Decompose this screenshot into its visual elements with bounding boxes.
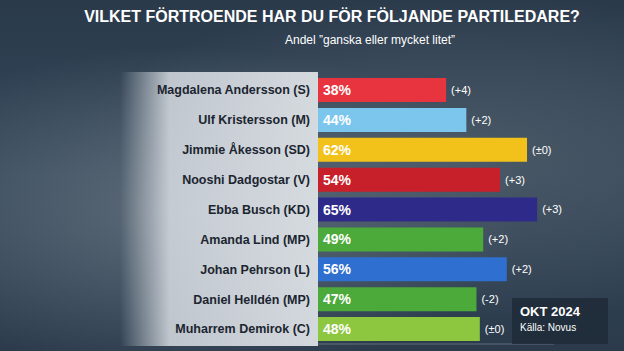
svg-text:Daniel Helldén (MP): Daniel Helldén (MP): [193, 293, 310, 307]
svg-text:Jimmie Åkesson (SD): Jimmie Åkesson (SD): [182, 142, 310, 157]
svg-text:48%: 48%: [323, 321, 352, 337]
svg-text:Johan Pehrson (L): Johan Pehrson (L): [200, 263, 310, 277]
svg-text:56%: 56%: [323, 261, 352, 277]
svg-text:(+3): (+3): [542, 203, 562, 215]
svg-text:(±0): (±0): [485, 323, 504, 335]
svg-text:Ulf Kristersson (M): Ulf Kristersson (M): [198, 113, 310, 127]
svg-text:54%: 54%: [323, 172, 352, 188]
svg-text:62%: 62%: [323, 142, 352, 158]
svg-text:44%: 44%: [323, 112, 352, 128]
svg-text:(-2): (-2): [481, 293, 498, 305]
svg-text:38%: 38%: [323, 82, 352, 98]
svg-text:(+2): (+2): [512, 263, 532, 275]
html-text:VILKET FÖRTROENDE HAR DU FÖR F: VILKET FÖRTROENDE HAR DU FÖR FÖLJANDE PA…: [84, 8, 580, 25]
svg-text:49%: 49%: [323, 231, 352, 247]
svg-text:65%: 65%: [323, 202, 352, 218]
svg-text:(±0): (±0): [532, 144, 551, 156]
svg-text:(+2): (+2): [488, 233, 508, 245]
html-text:Andel ”ganska eller mycket lit: Andel ”ganska eller mycket litet”: [285, 33, 455, 47]
svg-text:Muharrem Demirok (C): Muharrem Demirok (C): [175, 322, 310, 336]
svg-text:Magdalena Andersson (S): Magdalena Andersson (S): [157, 83, 310, 97]
svg-text:Nooshi Dadgostar (V): Nooshi Dadgostar (V): [182, 173, 310, 187]
html-text:Källa: Novus: Källa: Novus: [520, 322, 577, 333]
svg-text:Ebba Busch (KD): Ebba Busch (KD): [208, 203, 310, 217]
svg-text:(+3): (+3): [505, 174, 525, 186]
html-text:OKT 2024: OKT 2024: [520, 304, 580, 319]
svg-text:47%: 47%: [323, 291, 352, 307]
svg-text:(+2): (+2): [471, 114, 491, 126]
svg-text:Amanda Lind (MP): Amanda Lind (MP): [200, 233, 310, 247]
svg-text:(+4): (+4): [451, 84, 471, 96]
